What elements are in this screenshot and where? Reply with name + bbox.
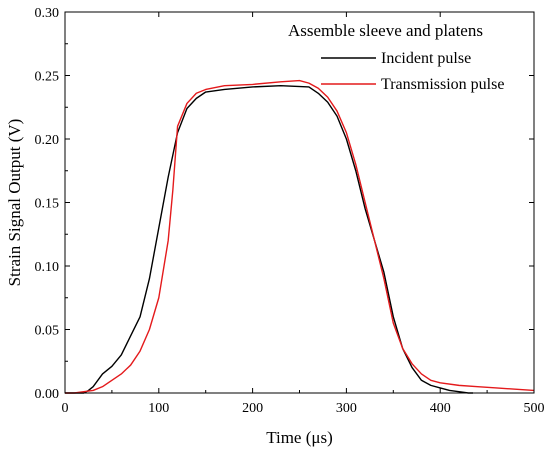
legend-title: Assemble sleeve and platens bbox=[288, 21, 483, 40]
x-axis-label: Time (μs) bbox=[266, 428, 333, 447]
x-tick-label: 400 bbox=[430, 401, 451, 416]
axes: 0 100 200 300 400 500 0.00 0.05 0.10 0.15 0.20 0.25… bbox=[35, 6, 545, 416]
y-tick-label: 0.05 bbox=[35, 324, 60, 339]
y-tick-label: 0.20 bbox=[35, 133, 60, 148]
legend: Assemble sleeve and platens Incident pul… bbox=[288, 21, 504, 93]
y-tick-label: 0.15 bbox=[35, 197, 60, 212]
legend-label-incident: Incident pulse bbox=[381, 50, 471, 67]
y-tick-label: 0.30 bbox=[35, 6, 60, 21]
x-tick-label: 100 bbox=[148, 401, 169, 416]
plot-frame bbox=[64, 11, 535, 394]
x-tick-label: 500 bbox=[524, 401, 545, 416]
y-axis-label: Strain Signal Output (V) bbox=[5, 119, 24, 287]
plot-area bbox=[65, 79, 535, 394]
y-tick-label: 0.25 bbox=[35, 70, 60, 85]
x-tick-label: 0 bbox=[62, 401, 69, 416]
series-line-incident bbox=[65, 84, 474, 394]
x-tick-label: 200 bbox=[242, 401, 263, 416]
series-line-transmission bbox=[65, 79, 535, 394]
legend-label-transmission: Transmission pulse bbox=[381, 76, 504, 93]
x-tick-label: 300 bbox=[336, 401, 357, 416]
y-tick-label: 0.10 bbox=[35, 260, 60, 275]
y-tick-label: 0.00 bbox=[35, 387, 60, 402]
